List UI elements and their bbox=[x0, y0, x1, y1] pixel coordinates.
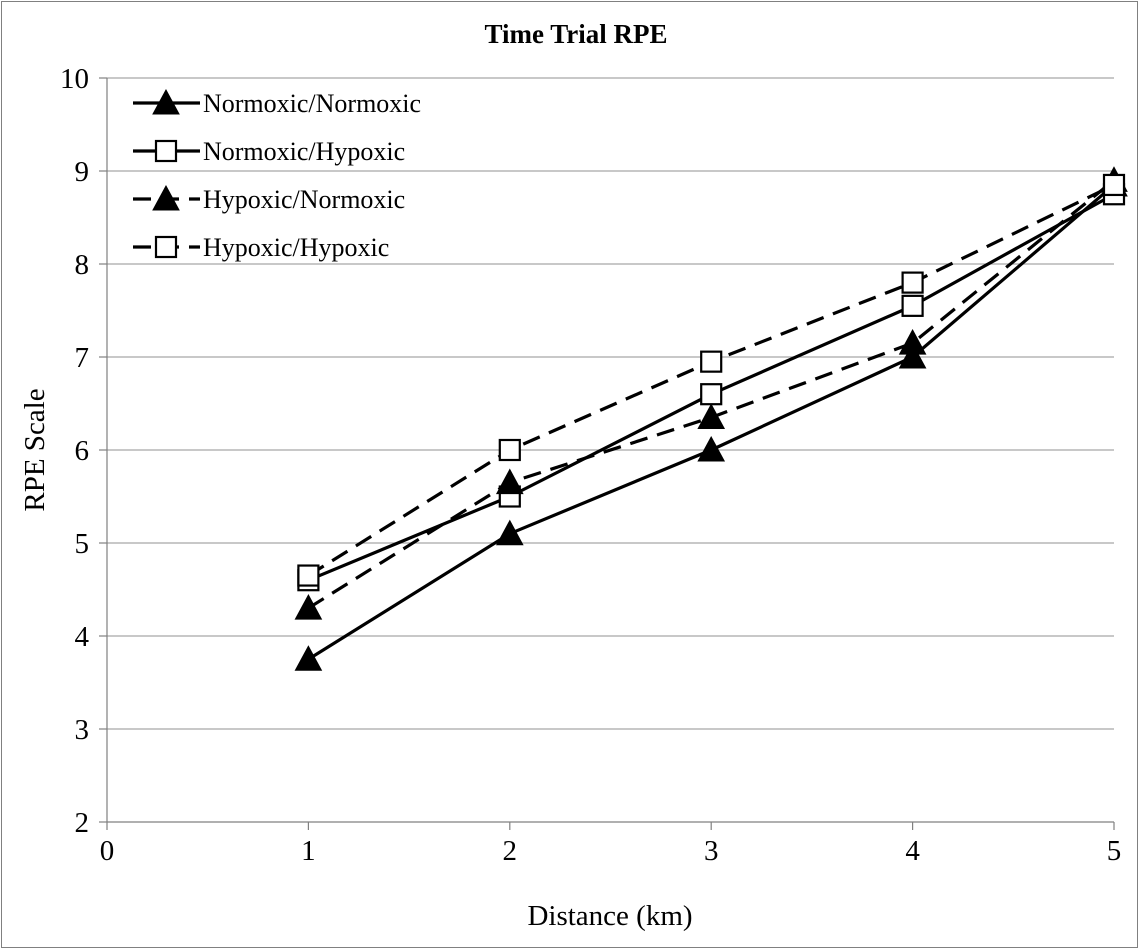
y-tick-label: 3 bbox=[75, 714, 90, 746]
y-axis-label: RPE Scale bbox=[19, 388, 51, 511]
data-point-triangle bbox=[294, 594, 323, 620]
data-point-square bbox=[700, 350, 723, 373]
x-tick-label: 1 bbox=[301, 835, 316, 867]
gridlines bbox=[107, 77, 1114, 730]
data-point-triangle bbox=[898, 328, 927, 355]
x-tick-label: 4 bbox=[905, 835, 920, 867]
y-tick-label: 8 bbox=[75, 249, 90, 281]
data-point-triangle bbox=[697, 435, 726, 462]
y-tick-label: 10 bbox=[60, 63, 89, 95]
data-point-square bbox=[154, 235, 178, 259]
legend-label: Hypoxic/Normoxic bbox=[203, 185, 405, 214]
data-point-triangle bbox=[495, 468, 524, 495]
y-tick-labels: 2 3 4 5 6 7 8 9 10 bbox=[60, 63, 90, 839]
data-point-square bbox=[901, 271, 924, 294]
y-tick-label: 2 bbox=[75, 807, 90, 839]
series-hypoxic-hypoxic bbox=[297, 173, 1126, 587]
data-point-triangle bbox=[495, 519, 524, 546]
x-tick-label: 0 bbox=[100, 835, 115, 867]
data-point-square bbox=[154, 139, 178, 163]
data-point-triangle bbox=[697, 403, 726, 429]
x-tick-label: 2 bbox=[503, 835, 518, 867]
data-point-triangle bbox=[898, 342, 927, 369]
series-group bbox=[294, 166, 1128, 671]
x-tick-label: 3 bbox=[704, 835, 719, 867]
legend-item: Normoxic/Hypoxic bbox=[133, 137, 405, 166]
data-point-square bbox=[1102, 173, 1126, 197]
data-point-triangle bbox=[152, 88, 180, 115]
y-tick-label: 9 bbox=[75, 156, 90, 188]
y-tick-label: 7 bbox=[75, 342, 90, 374]
legend-label: Normoxic/Normoxic bbox=[203, 89, 421, 118]
legend-item: Normoxic/Normoxic bbox=[133, 88, 421, 118]
legend-item: Hypoxic/Hypoxic bbox=[133, 233, 389, 262]
data-point-square bbox=[297, 564, 320, 587]
axes bbox=[99, 77, 1115, 830]
legend-label: Hypoxic/Hypoxic bbox=[203, 233, 389, 262]
x-tick-label: 5 bbox=[1107, 835, 1122, 867]
y-tick-label: 6 bbox=[75, 435, 90, 467]
x-axis-label: Distance (km) bbox=[527, 900, 692, 932]
legend-label: Normoxic/Hypoxic bbox=[203, 137, 405, 166]
series-normoxic-hypoxic bbox=[297, 183, 1126, 592]
y-tick-label: 5 bbox=[75, 528, 90, 560]
data-point-square bbox=[700, 383, 723, 406]
legend-item: Hypoxic/Normoxic bbox=[133, 184, 405, 214]
chart-title: Time Trial RPE bbox=[484, 19, 667, 49]
legend: Normoxic/Normoxic Normoxic/Hypoxic Hypoxic… bbox=[133, 88, 421, 262]
series-line bbox=[307, 183, 1115, 577]
x-tick-labels: 0 1 2 3 4 5 bbox=[100, 835, 1122, 867]
y-tick-label: 4 bbox=[75, 621, 90, 653]
data-point-triangle bbox=[152, 184, 180, 211]
data-point-square bbox=[498, 438, 521, 462]
data-point-square bbox=[901, 294, 924, 317]
data-point-triangle bbox=[294, 645, 323, 671]
